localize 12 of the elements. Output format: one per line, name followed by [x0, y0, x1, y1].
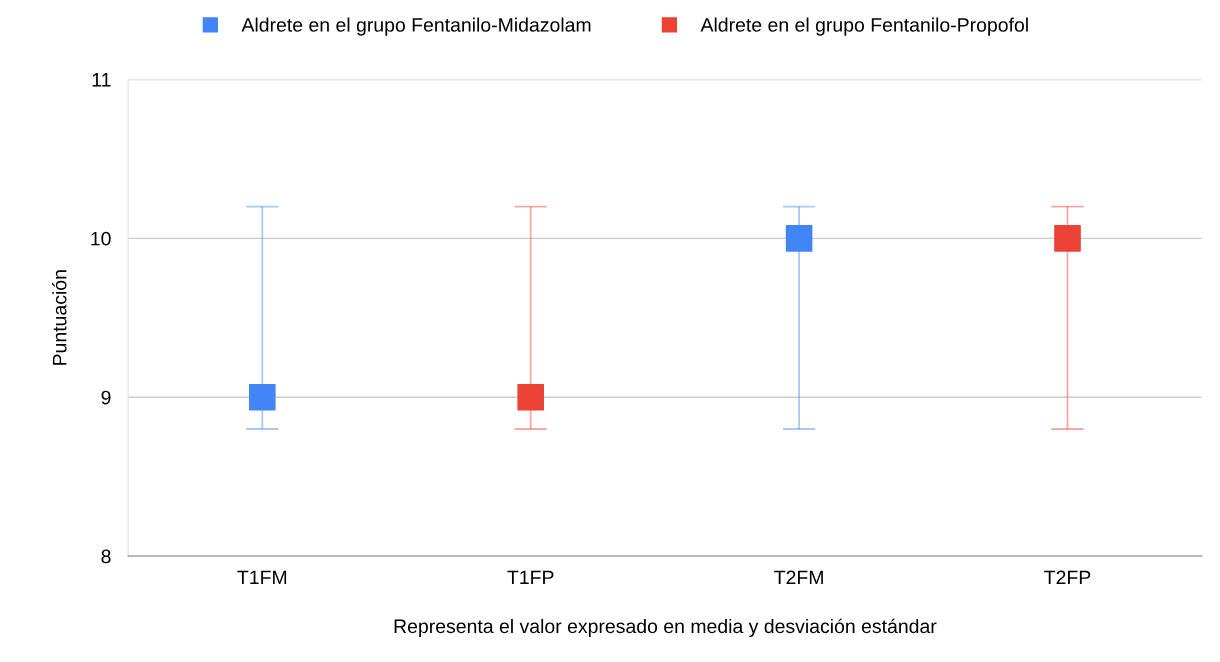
legend-label: Aldrete en el grupo Fentanilo-Midazolam — [241, 17, 591, 36]
x-tick-label: T2FP — [1044, 570, 1091, 585]
y-axis-title: Puntuación — [52, 270, 67, 365]
x-tick-label: T1FP — [507, 570, 554, 585]
x-tick-label: T1FM — [237, 570, 287, 585]
y-tick-label: 9 — [101, 390, 111, 405]
x-axis-title: Representa el valor expresado en media y desviación estándar — [394, 618, 937, 637]
y-tick-label: 10 — [91, 231, 111, 246]
x-tick-label: T2FM — [774, 570, 823, 585]
y-tick-label: 11 — [92, 73, 111, 87]
y-tick-label: 8 — [101, 549, 111, 564]
legend-label: Aldrete en el grupo Fentanilo-Propofol — [700, 17, 1028, 36]
